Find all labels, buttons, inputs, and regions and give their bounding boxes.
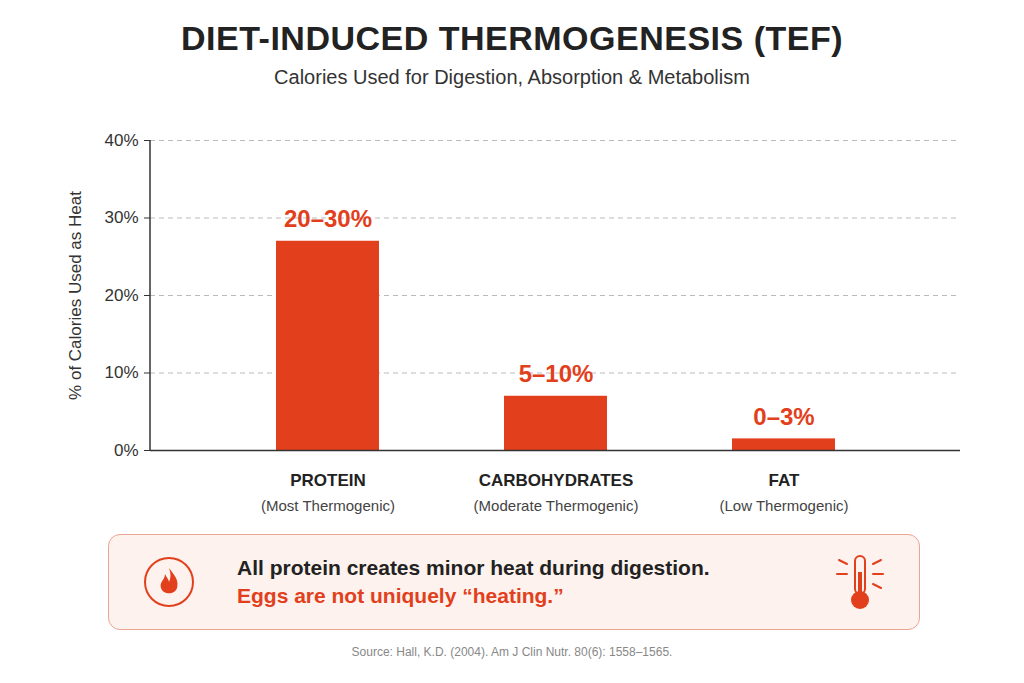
- svg-text:FAT: FAT: [769, 471, 800, 490]
- svg-text:PROTEIN: PROTEIN: [290, 471, 366, 490]
- svg-text:20%: 20%: [104, 286, 138, 305]
- html-text:All protein creates minor heat: All protein creates minor heat during di…: [237, 556, 710, 579]
- svg-text:(Most Thermogenic): (Most Thermogenic): [261, 497, 395, 514]
- svg-text:(Moderate Thermogenic): (Moderate Thermogenic): [474, 497, 639, 514]
- svg-text:5–10%: 5–10%: [519, 360, 594, 387]
- svg-text:20–30%: 20–30%: [284, 205, 372, 232]
- html-text:DIET-INDUCED THERMOGENESIS (TE: DIET-INDUCED THERMOGENESIS (TEF): [181, 19, 843, 57]
- svg-text:% of Calories Used as Heat: % of Calories Used as Heat: [66, 191, 85, 400]
- svg-text:(Low Thermogenic): (Low Thermogenic): [720, 497, 849, 514]
- svg-text:10%: 10%: [104, 363, 138, 382]
- svg-text:30%: 30%: [104, 208, 138, 227]
- svg-text:40%: 40%: [104, 131, 138, 150]
- svg-text:0–3%: 0–3%: [753, 403, 814, 430]
- html-text:Calories Used for Digestion, A: Calories Used for Digestion, Absorption …: [274, 66, 750, 88]
- html-text:Eggs are not uniquely “heating: Eggs are not uniquely “heating.”: [237, 584, 564, 607]
- svg-text:CARBOHYDRATES: CARBOHYDRATES: [479, 471, 634, 490]
- html-text:Source: Hall, K.D. (2004). Am: Source: Hall, K.D. (2004). Am J Clin Nut…: [351, 645, 673, 659]
- svg-text:0%: 0%: [114, 441, 139, 460]
